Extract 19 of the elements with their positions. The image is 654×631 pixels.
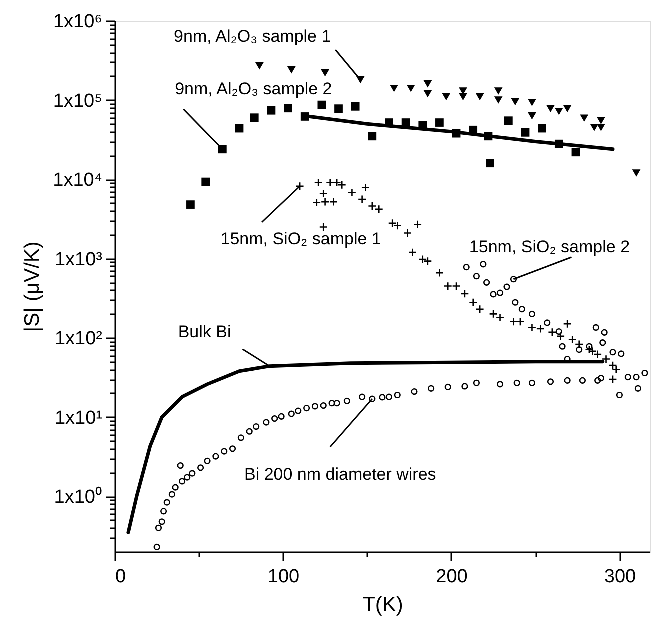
series-label: 15nm, SiO₂ sample 2	[469, 237, 630, 256]
y-tick-label: 1x10⁴	[53, 170, 102, 192]
series-label: Bi 200 nm diameter wires	[244, 465, 436, 484]
y-tick-label: 1x10⁵	[53, 90, 102, 112]
y-tick-label: 1x10⁰	[54, 486, 102, 508]
series-label: 9nm, Al₂O₃ sample 1	[174, 27, 332, 46]
y-tick-label: 1x10¹	[54, 408, 102, 429]
series-label: 9nm, Al₂O₃ sample 2	[175, 79, 332, 98]
x-tick-label: 0	[116, 566, 126, 588]
y-tick-label: 1x10³	[54, 249, 102, 270]
x-tick-label: 100	[268, 566, 300, 588]
y-axis-title: |S| (μV/K)	[21, 242, 44, 332]
series-label: Bulk Bi	[178, 322, 232, 342]
legend-label: 15nm, SiO₂ sample 1	[220, 229, 382, 248]
x-axis-title: T(K)	[362, 594, 404, 616]
x-tick-label: 200	[436, 566, 468, 588]
y-tick-label: 1x10²	[54, 328, 102, 350]
x-tick-label: 300	[604, 566, 636, 588]
y-tick-label: 1x10⁶	[53, 12, 102, 32]
